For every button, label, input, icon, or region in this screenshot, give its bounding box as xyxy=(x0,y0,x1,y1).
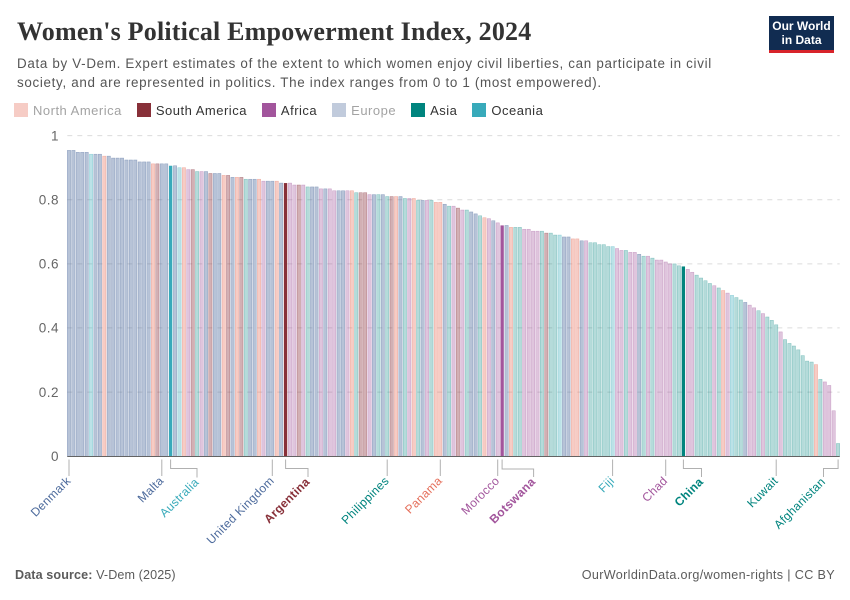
svg-text:Kuwait: Kuwait xyxy=(744,473,781,510)
svg-text:Philippines: Philippines xyxy=(339,474,392,527)
svg-text:Denmark: Denmark xyxy=(28,473,74,519)
svg-text:1: 1 xyxy=(51,128,59,143)
svg-text:Chad: Chad xyxy=(639,474,670,505)
svg-text:0: 0 xyxy=(51,449,59,464)
svg-text:Panama: Panama xyxy=(402,474,445,517)
svg-text:0.2: 0.2 xyxy=(39,385,59,400)
svg-text:0.8: 0.8 xyxy=(39,192,59,207)
svg-text:Malta: Malta xyxy=(135,474,167,506)
svg-text:0.6: 0.6 xyxy=(39,257,59,272)
svg-text:Fiji: Fiji xyxy=(596,474,618,496)
svg-text:0.4: 0.4 xyxy=(39,321,59,336)
svg-text:China: China xyxy=(672,475,707,510)
